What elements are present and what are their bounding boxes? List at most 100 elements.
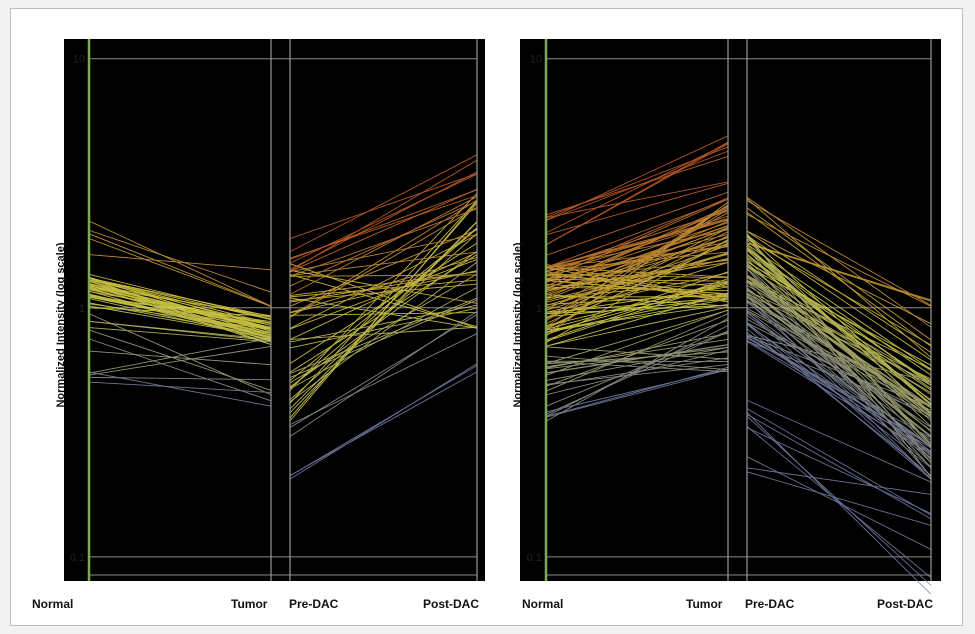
profile-line [545, 181, 729, 219]
profile-line [746, 213, 932, 307]
profile-line [545, 222, 729, 283]
profile-line [545, 243, 729, 293]
y-tick-label-right-1: 1 [536, 303, 542, 315]
profile-line [289, 154, 478, 253]
profile-line [289, 242, 478, 364]
profile-line [545, 364, 729, 385]
profile-line [545, 198, 729, 268]
profile-line [746, 266, 932, 391]
profile-line [88, 273, 272, 320]
profile-line [545, 219, 729, 276]
y-tick-label-right-0: 10 [530, 54, 542, 66]
profile-line [545, 292, 729, 347]
profile-line [545, 278, 729, 341]
profile-line [545, 306, 729, 347]
profile-line [545, 332, 729, 369]
profile-line [289, 333, 478, 426]
profile-line [88, 233, 272, 307]
profile-line [545, 142, 729, 234]
profile-line [289, 283, 478, 301]
profile-line [545, 309, 729, 365]
profile-line [88, 371, 272, 407]
profile-line [746, 261, 932, 371]
x-category-tumor-left: Tumor [231, 597, 268, 611]
profile-line [289, 286, 478, 390]
profile-line [545, 346, 729, 360]
profile-line [746, 340, 932, 415]
profile-line [545, 135, 729, 221]
profile-line [88, 350, 272, 366]
profile-line [289, 269, 478, 304]
profile-line [545, 253, 729, 311]
profile-line [88, 296, 272, 334]
profile-line [746, 244, 932, 370]
profile-line [545, 331, 729, 415]
profile-line [88, 313, 272, 396]
profile-line [545, 318, 729, 422]
y-tick-label-right-2: 0.1 [527, 552, 542, 564]
profile-line [289, 188, 478, 272]
profile-line [746, 467, 932, 495]
x-category-tumor-right: Tumor [686, 597, 723, 611]
profile-band-right-1 [545, 309, 729, 422]
profile-band-right-2 [545, 135, 729, 256]
profile-line [545, 146, 729, 218]
profile-line [88, 329, 272, 391]
figure-frame: 10 1 0.1 10 1 0.1 Normalized Intensity (log s… [10, 8, 963, 626]
profile-line [289, 279, 478, 298]
profile-line [88, 254, 272, 271]
profile-line [545, 346, 729, 381]
profile-line [746, 211, 932, 347]
profile-line [545, 330, 729, 407]
x-category-postdac-left: Post-DAC [423, 597, 479, 611]
profile-band-right-5 [746, 399, 932, 595]
profile-line [746, 242, 932, 301]
profile-line [746, 235, 932, 361]
y-tick-label-left-1: 1 [79, 303, 85, 315]
profile-line [545, 262, 729, 290]
profile-line [289, 254, 478, 373]
profile-line [545, 271, 729, 336]
profile-line [545, 253, 729, 301]
profile-line [746, 230, 932, 325]
profile-line [289, 173, 478, 264]
profile-line [746, 427, 932, 514]
profile-line [545, 304, 729, 331]
profile-line [289, 271, 478, 297]
profile-line [88, 238, 272, 307]
profile-line [746, 268, 932, 468]
profile-line [746, 309, 932, 448]
profile-line [289, 208, 478, 277]
profile-line [88, 320, 272, 340]
profile-line [289, 200, 478, 404]
profile-line [746, 300, 932, 408]
parallel-plot-left: 10 1 0.1 10 1 0.1 [64, 39, 941, 595]
profile-line [545, 251, 729, 272]
profile-line [746, 277, 932, 414]
profile-line [746, 257, 932, 461]
profile-line [746, 399, 932, 483]
profile-line [545, 272, 729, 313]
profile-line [289, 312, 478, 316]
profile-line [545, 344, 729, 374]
profile-line [746, 408, 932, 516]
profile-line [746, 287, 932, 437]
profile-line [88, 229, 272, 293]
profile-line [289, 263, 478, 329]
profile-line [88, 220, 272, 307]
profile-line [746, 291, 932, 438]
profile-line [746, 413, 932, 520]
profile-line [545, 279, 729, 297]
profile-line [545, 201, 729, 337]
profile-band-right-4 [746, 196, 932, 361]
profile-line [746, 415, 932, 586]
x-category-normal-right: Normal [522, 597, 564, 611]
profile-line [746, 268, 932, 477]
profile-line [545, 325, 729, 417]
profile-line [545, 369, 729, 418]
profile-line [746, 341, 932, 455]
profile-line [289, 261, 478, 403]
profile-line [88, 337, 272, 374]
profile-line [289, 297, 478, 374]
profile-line [289, 310, 478, 437]
